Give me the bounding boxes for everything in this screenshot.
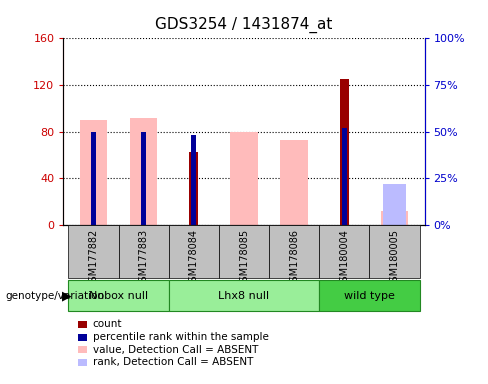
Text: GSM178086: GSM178086: [289, 229, 299, 288]
Bar: [369, 225, 420, 278]
Text: GSM178085: GSM178085: [239, 229, 249, 288]
Bar: [319, 280, 420, 311]
Text: GSM180005: GSM180005: [389, 229, 400, 288]
Bar: [189, 152, 198, 225]
Bar: [384, 184, 406, 225]
Bar: [269, 225, 319, 278]
Bar: [119, 225, 169, 278]
Text: rank, Detection Call = ABSENT: rank, Detection Call = ABSENT: [93, 358, 253, 367]
Bar: [91, 131, 96, 225]
Text: GSM180004: GSM180004: [339, 229, 349, 288]
Bar: [169, 225, 219, 278]
Text: value, Detection Call = ABSENT: value, Detection Call = ABSENT: [93, 345, 258, 355]
Bar: [141, 131, 146, 225]
Text: genotype/variation: genotype/variation: [5, 291, 104, 301]
Text: GSM177883: GSM177883: [139, 229, 149, 288]
Text: ▶: ▶: [61, 289, 71, 302]
Bar: [80, 120, 107, 225]
Bar: [381, 211, 408, 225]
Text: Nobox null: Nobox null: [89, 291, 148, 301]
Bar: [130, 118, 158, 225]
Text: GSM177882: GSM177882: [88, 229, 99, 288]
Bar: [191, 135, 196, 225]
Bar: [230, 131, 258, 225]
Text: percentile rank within the sample: percentile rank within the sample: [93, 332, 268, 342]
Text: Lhx8 null: Lhx8 null: [219, 291, 269, 301]
Text: GSM178084: GSM178084: [189, 229, 199, 288]
Bar: [342, 128, 347, 225]
Bar: [340, 79, 349, 225]
Text: wild type: wild type: [344, 291, 395, 301]
Bar: [68, 225, 119, 278]
Text: count: count: [93, 319, 122, 329]
Bar: [281, 140, 308, 225]
Bar: [319, 225, 369, 278]
Bar: [169, 280, 319, 311]
Bar: [219, 225, 269, 278]
Text: GDS3254 / 1431874_at: GDS3254 / 1431874_at: [155, 17, 333, 33]
Bar: [68, 280, 169, 311]
